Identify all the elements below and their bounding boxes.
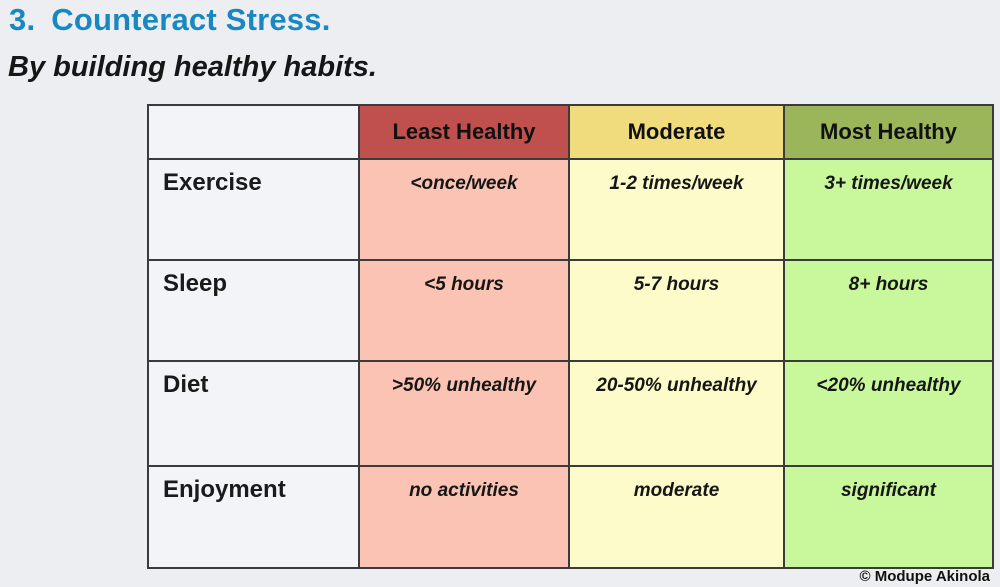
- row-label-sleep: Sleep: [147, 259, 360, 362]
- cell-diet-most: <20% unhealthy: [783, 360, 994, 467]
- header-cell-empty: [147, 104, 360, 160]
- header-cell-least-healthy: Least Healthy: [358, 104, 570, 160]
- cell-diet-least: >50% unhealthy: [358, 360, 570, 467]
- page-title: 3. Counteract Stress.: [9, 2, 331, 38]
- title-number: 3.: [9, 2, 36, 37]
- cell-sleep-most: 8+ hours: [783, 259, 994, 362]
- cell-exercise-most: 3+ times/week: [783, 158, 994, 261]
- cell-exercise-least: <once/week: [358, 158, 570, 261]
- cell-exercise-moderate: 1-2 times/week: [568, 158, 785, 261]
- cell-sleep-least: <5 hours: [358, 259, 570, 362]
- copyright-credit: © Modupe Akinola: [859, 568, 991, 585]
- table-row-sleep: Sleep <5 hours 5-7 hours 8+ hours: [147, 259, 994, 362]
- cell-diet-moderate: 20-50% unhealthy: [568, 360, 785, 467]
- healthy-habits-table: Least Healthy Moderate Most Healthy Exer…: [147, 104, 994, 569]
- table-row-enjoyment: Enjoyment no activities moderate signifi…: [147, 465, 994, 569]
- cell-enjoyment-moderate: moderate: [568, 465, 785, 569]
- row-label-diet: Diet: [147, 360, 360, 467]
- cell-sleep-moderate: 5-7 hours: [568, 259, 785, 362]
- row-label-enjoyment: Enjoyment: [147, 465, 360, 569]
- table-header-row: Least Healthy Moderate Most Healthy: [147, 104, 994, 160]
- table-row-diet: Diet >50% unhealthy 20-50% unhealthy <20…: [147, 360, 994, 467]
- table-row-exercise: Exercise <once/week 1-2 times/week 3+ ti…: [147, 158, 994, 261]
- header-cell-moderate: Moderate: [568, 104, 785, 160]
- header-cell-most-healthy: Most Healthy: [783, 104, 994, 160]
- cell-enjoyment-most: significant: [783, 465, 994, 569]
- cell-enjoyment-least: no activities: [358, 465, 570, 569]
- row-label-exercise: Exercise: [147, 158, 360, 261]
- title-text: Counteract Stress.: [51, 2, 331, 37]
- page-subtitle: By building healthy habits.: [8, 51, 377, 83]
